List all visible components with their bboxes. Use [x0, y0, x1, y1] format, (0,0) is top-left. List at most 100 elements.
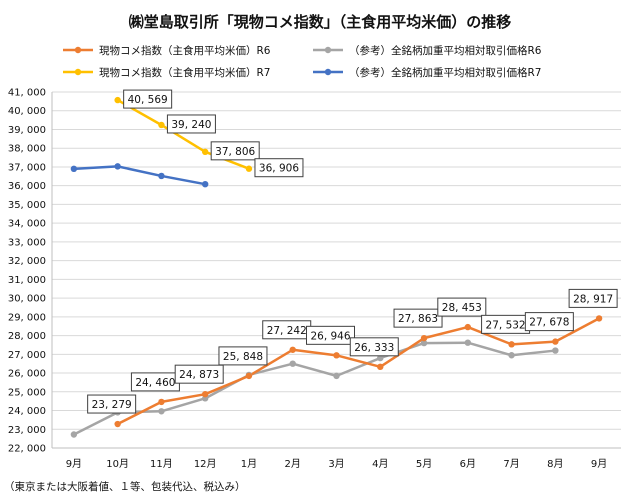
data-label-text: 24, 873 [179, 369, 219, 381]
data-label: 27, 678 [524, 312, 574, 332]
data-label: 28, 453 [437, 297, 487, 317]
data-label-text: 28, 917 [573, 293, 613, 305]
y-tick-label: 37, 000 [8, 162, 46, 173]
y-tick-label: 27, 000 [8, 350, 46, 361]
series-line [73, 165, 206, 186]
data-label: 39, 240 [166, 114, 216, 134]
y-tick-label: 31, 000 [8, 275, 46, 286]
data-point [114, 163, 121, 170]
series-line [117, 317, 600, 426]
data-label-text: 26, 946 [310, 330, 350, 342]
data-point [333, 352, 340, 359]
data-point [114, 420, 121, 428]
chart-note: （東京または大阪着値、１等、包装代込、税込み） [4, 480, 246, 493]
data-label: 27, 863 [393, 308, 443, 328]
data-label: 27, 532 [481, 314, 531, 334]
legend-label: （参考）全銘柄加重平均相対取引価格R6 [349, 44, 542, 57]
y-tick-label: 40, 000 [8, 106, 46, 117]
data-point [377, 363, 384, 371]
y-tick-label: 41, 000 [8, 88, 46, 99]
legend-label: 現物コメ指数（主食用平均米価）R6 [99, 44, 271, 57]
x-tick-label: 8月 [547, 458, 563, 470]
data-point [420, 334, 428, 342]
y-tick-label: 33, 000 [8, 237, 46, 248]
x-tick-label: 2月 [285, 458, 301, 470]
data-point [114, 96, 121, 104]
x-tick-label: 10月 [106, 458, 129, 470]
data-point [377, 354, 384, 362]
data-point [158, 398, 165, 406]
data-label-text: 27, 242 [267, 325, 307, 337]
data-point [464, 339, 472, 346]
y-axis-ticks: 22, 000 23, 000 24, 000 25, 000 26, 000 27, 0… [8, 88, 46, 455]
series-lines [73, 98, 600, 436]
data-point [595, 315, 603, 322]
data-point [289, 346, 296, 353]
data-point [201, 390, 209, 398]
data-label: 24, 873 [174, 364, 224, 384]
y-tick-label: 25, 000 [8, 387, 46, 398]
legend: 現物コメ指数（主食用平均米価）R6 現物コメ指数（主食用平均米価）R7 （参考）全銘… [63, 44, 542, 79]
data-point [420, 339, 428, 347]
x-tick-label: 11月 [150, 458, 173, 470]
data-label: 27, 242 [262, 320, 312, 340]
data-point [158, 121, 165, 129]
data-label-text: 25, 848 [223, 351, 263, 363]
data-point [70, 431, 78, 438]
y-tick-label: 32, 000 [8, 256, 46, 267]
data-point [201, 180, 209, 188]
legend-item: （参考）全銘柄加重平均相対取引価格R6 [313, 44, 542, 57]
legend-marker [74, 68, 82, 76]
data-point [245, 165, 253, 172]
data-label-text: 40, 569 [128, 94, 168, 106]
legend-label: 現物コメ指数（主食用平均米価）R7 [99, 66, 270, 79]
legend-item: 現物コメ指数（主食用平均米価）R6 [63, 44, 271, 57]
legend-marker [324, 46, 332, 54]
y-tick-label: 35, 000 [8, 200, 46, 211]
y-tick-label: 29, 000 [8, 312, 46, 323]
data-point [245, 372, 253, 380]
x-tick-label: 1月 [241, 458, 257, 470]
data-label: 26, 946 [306, 325, 355, 345]
data-label-text: 37, 806 [215, 146, 255, 158]
x-tick-label: 4月 [372, 458, 388, 470]
x-tick-label: 5月 [416, 458, 432, 470]
y-tick-label: 34, 000 [8, 219, 46, 230]
data-point [289, 360, 296, 367]
legend-item: 現物コメ指数（主食用平均米価）R7 [63, 66, 270, 79]
chart-title: ㈱堂島取引所「現物コメ指数」（主食用平均米価）の推移 [129, 13, 512, 31]
x-tick-label: 9月 [66, 458, 82, 470]
data-label: 28, 917 [568, 288, 618, 308]
gridlines [51, 91, 621, 449]
y-tick-label: 24, 000 [8, 406, 46, 417]
data-label: 24, 460 [130, 372, 180, 392]
data-label-text: 39, 240 [171, 119, 211, 131]
data-label-text: 27, 678 [529, 317, 569, 329]
data-label-text: 26, 333 [354, 342, 394, 354]
data-point [508, 341, 515, 348]
data-point [201, 148, 209, 156]
legend-item: （参考）全銘柄加重平均相対取引価格R7 [313, 66, 541, 79]
data-point [552, 347, 559, 354]
data-label: 23, 279 [87, 394, 137, 414]
data-point [333, 372, 340, 380]
data-label: 26, 333 [349, 337, 399, 357]
y-tick-label: 26, 000 [8, 369, 46, 380]
data-label-text: 27, 532 [486, 319, 526, 331]
y-tick-label: 23, 000 [8, 425, 46, 436]
data-point [158, 172, 165, 180]
y-tick-label: 39, 000 [8, 125, 46, 136]
y-tick-label: 22, 000 [8, 444, 46, 455]
x-tick-label: 12月 [194, 458, 217, 470]
data-point [508, 352, 515, 359]
data-label: 40, 569 [123, 89, 173, 109]
data-label-text: 23, 279 [92, 399, 132, 411]
x-axis-ticks: 9月 10月 11月 12月 1月 2月 3月 4月 5月 6月 7月 8月 9月 [66, 458, 608, 470]
data-point [464, 323, 472, 331]
data-label: 36, 906 [254, 158, 304, 178]
data-label-text: 27, 863 [398, 313, 438, 325]
legend-marker [324, 68, 332, 76]
y-tick-label: 38, 000 [8, 144, 46, 155]
x-tick-label: 9月 [591, 458, 607, 470]
